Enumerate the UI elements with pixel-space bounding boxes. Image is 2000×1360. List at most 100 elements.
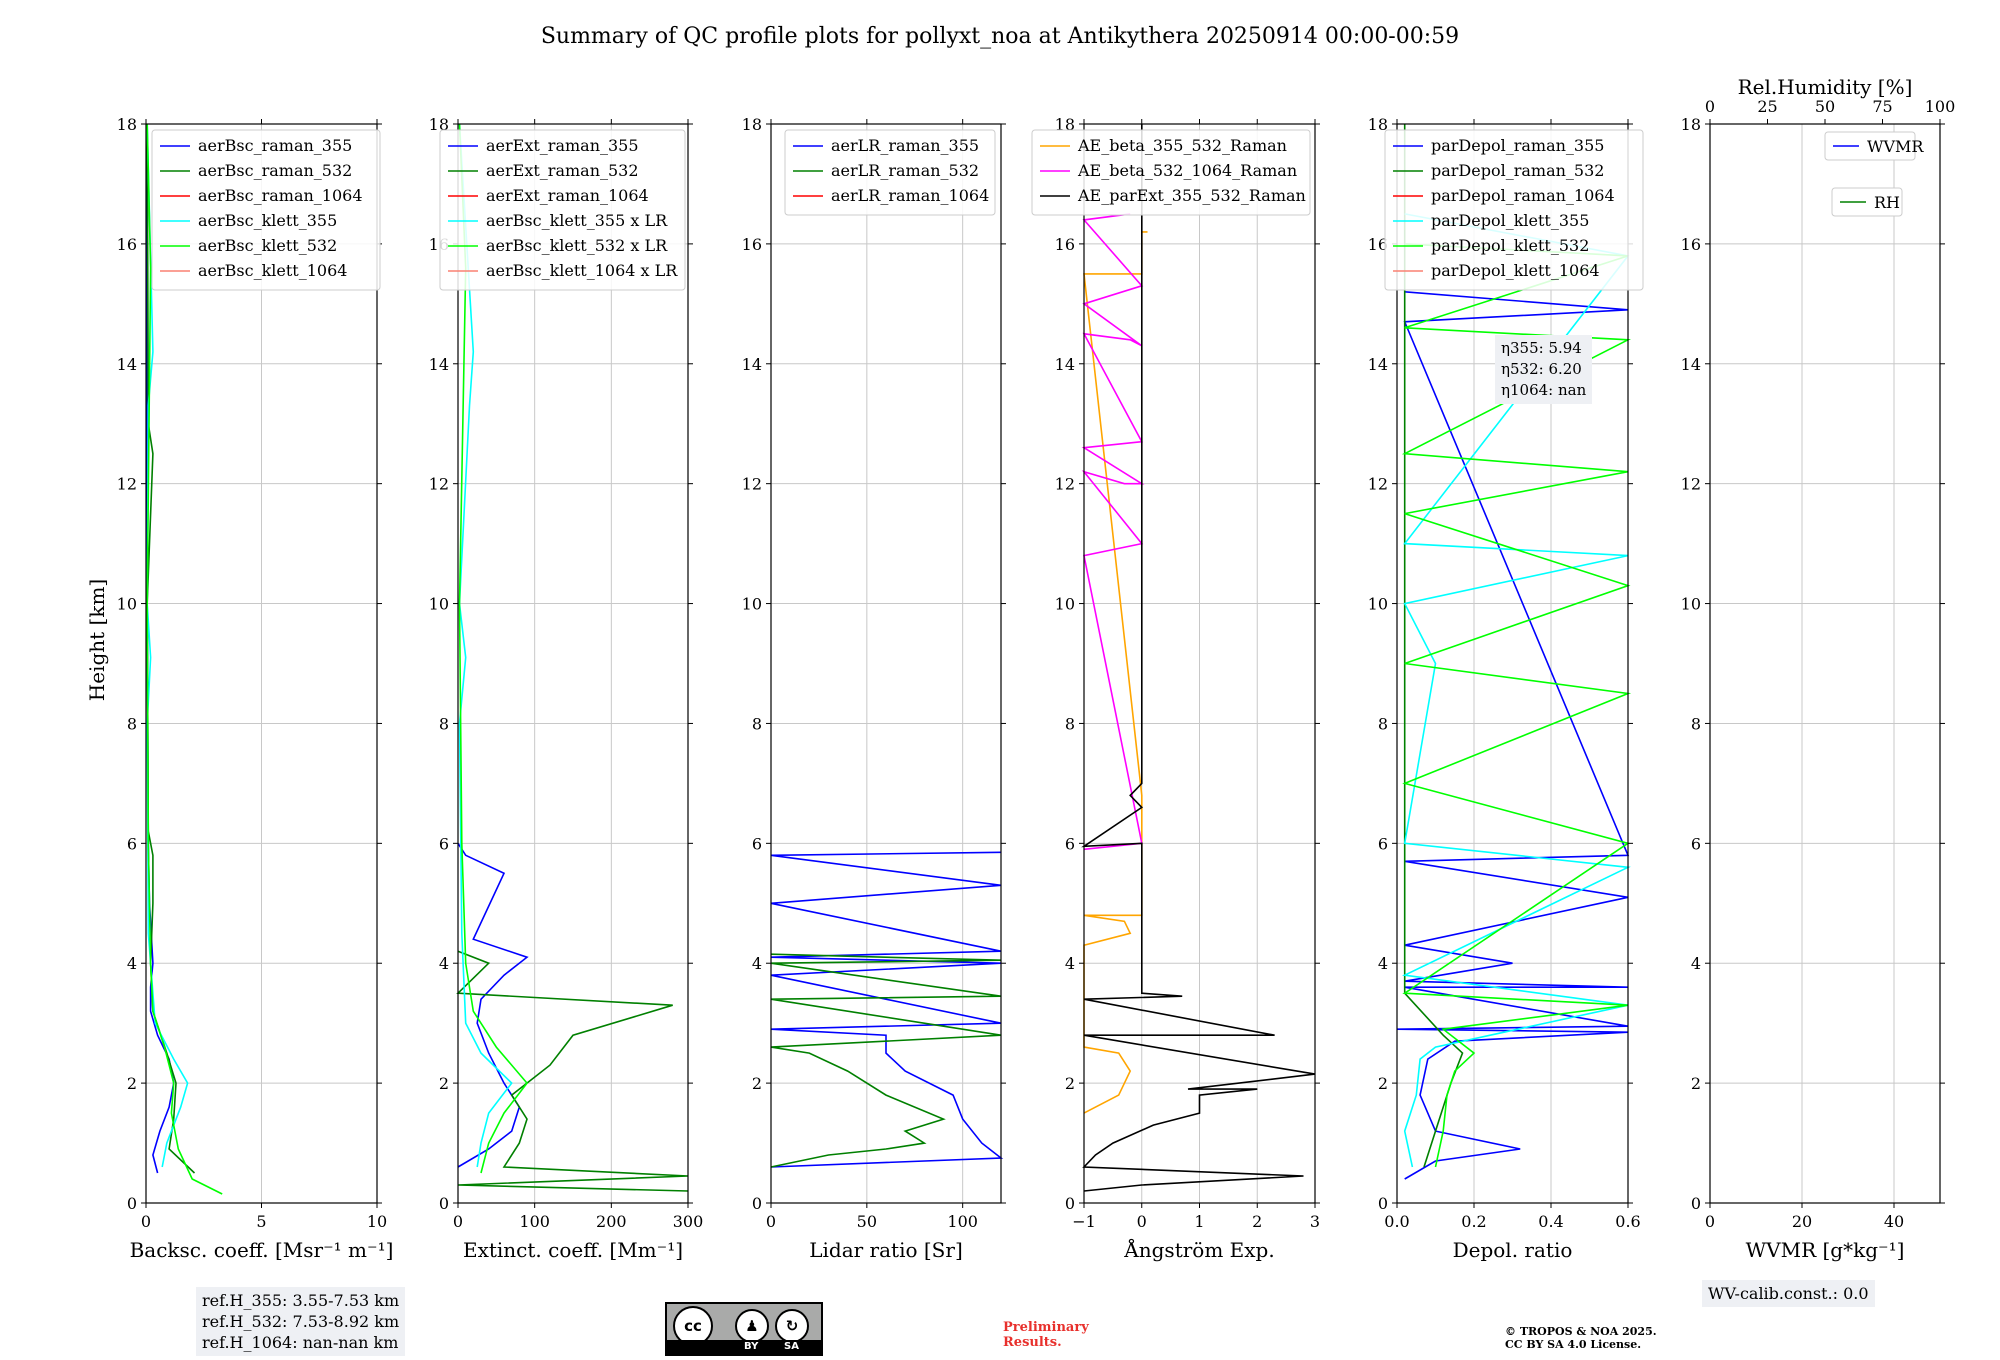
y-tick-label: 10	[1681, 595, 1701, 614]
y-tick-label: 12	[429, 475, 449, 494]
y-tick-label: 4	[127, 954, 137, 973]
legend-box	[1384, 129, 1644, 291]
y-tick-label: 0	[127, 1194, 137, 1213]
x-tick-label: 1	[1194, 1212, 1204, 1231]
y-tick-label: 10	[429, 595, 449, 614]
legend-label: aerExt_raman_355	[486, 136, 639, 155]
eta-box: η355: 5.94 η532: 6.20 η1064: nan	[1495, 335, 1593, 404]
y-tick-label: 8	[1378, 714, 1388, 733]
legend-label: aerBsc_raman_1064	[198, 186, 363, 205]
y-tick-label: 4	[1378, 954, 1388, 973]
ref-height-1064: ref.H_1064: nan-nan km	[202, 1333, 399, 1352]
x-axis-label: Lidar ratio [Sr]	[809, 1238, 963, 1262]
y-tick-label: 12	[742, 475, 762, 494]
x-tick-label: 0.6	[1615, 1212, 1640, 1231]
y-tick-label: 18	[429, 115, 449, 134]
x-tick-label: 200	[596, 1212, 627, 1231]
y-tick-label: 10	[1055, 595, 1075, 614]
x-tick-label: 50	[857, 1212, 877, 1231]
panel-wvmr: 0 20 40 0 2 4 6 8 10 12 14 16 18 WVMR [g*kg⁻¹] 0 25 50 75…	[1681, 75, 1956, 1262]
top-x-tick-label: 25	[1757, 97, 1777, 116]
y-tick-label: 16	[117, 235, 137, 254]
axes-frame	[1709, 123, 1941, 1204]
y-tick-label: 14	[429, 355, 449, 374]
top-x-tick-label: 75	[1872, 97, 1892, 116]
y-tick-label: 18	[1368, 115, 1388, 134]
x-tick-label: −1	[1072, 1212, 1096, 1231]
copyright-note: © TROPOS & NOA 2025. CC BY SA 4.0 Licens…	[1505, 1325, 1657, 1351]
eta-355: η355: 5.94	[1501, 339, 1582, 357]
legend-box	[784, 129, 996, 216]
legend-label: AE_parExt_355_532_Raman	[1077, 186, 1306, 205]
y-tick-label: 10	[742, 595, 762, 614]
series-aerBsc_klett_532	[146, 123, 223, 1195]
x-axis-label: WVMR [g*kg⁻¹]	[1746, 1238, 1905, 1262]
wv-calib-box: WV-calib.const.: 0.0	[1702, 1280, 1875, 1307]
legend-box	[439, 129, 686, 291]
x-tick-label: 0.0	[1384, 1212, 1409, 1231]
legend-label: aerLR_raman_532	[831, 161, 979, 180]
y-tick-label: 18	[1055, 115, 1075, 134]
legend-label: aerBsc_klett_355	[198, 211, 337, 230]
legend-label: aerBsc_klett_355 x LR	[486, 211, 668, 230]
copyright-line-1: © TROPOS & NOA 2025.	[1505, 1325, 1657, 1338]
legend-label: aerBsc_klett_1064 x LR	[486, 261, 678, 280]
x-tick-label: 3	[1310, 1212, 1320, 1231]
legend-label: aerLR_raman_355	[831, 136, 979, 155]
legend-label: AE_beta_532_1064_Raman	[1077, 161, 1297, 180]
series-parDepol_raman_355	[1396, 291, 1630, 1180]
y-tick-label: 6	[1065, 834, 1075, 853]
y-tick-label: 0	[1378, 1194, 1388, 1213]
y-tick-label: 4	[1065, 954, 1075, 973]
y-tick-label: 2	[1691, 1074, 1701, 1093]
top-x-tick-label: 0	[1705, 97, 1715, 116]
y-tick-label: 6	[752, 834, 762, 853]
legend-label: RH	[1874, 193, 1900, 212]
y-tick-label: 0	[439, 1194, 449, 1213]
y-tick-label: 8	[439, 714, 449, 733]
y-axis-label: Height [km]	[85, 579, 109, 701]
ref-heights-box: ref.H_355: 3.55-7.53 km ref.H_532: 7.53-…	[196, 1287, 406, 1356]
x-tick-label: 20	[1792, 1212, 1812, 1231]
legend-box	[1824, 131, 1916, 161]
legend-label: parDepol_klett_1064	[1431, 261, 1600, 280]
y-tick-label: 8	[1065, 714, 1075, 733]
y-tick-label: 0	[1691, 1194, 1701, 1213]
preliminary-line-2: Results.	[1003, 1335, 1062, 1350]
x-tick-label: 100	[519, 1212, 550, 1231]
x-tick-label: 0	[453, 1212, 463, 1231]
y-tick-label: 4	[439, 954, 449, 973]
series-aerBsc_klett_532 x LR	[458, 123, 529, 1174]
series-aerBsc_klett_355	[146, 123, 189, 1168]
eta-532: η532: 6.20	[1501, 360, 1582, 378]
y-tick-label: 2	[1378, 1074, 1388, 1093]
legend-label: WVMR	[1867, 137, 1924, 156]
eta-1064: η1064: nan	[1501, 381, 1587, 399]
y-tick-label: 6	[1691, 834, 1701, 853]
y-tick-label: 18	[117, 115, 137, 134]
y-tick-label: 16	[742, 235, 762, 254]
x-tick-label: 5	[256, 1212, 266, 1231]
series-aerBsc_raman_532	[146, 123, 196, 1174]
x-tick-label: 2	[1252, 1212, 1262, 1231]
y-tick-label: 18	[742, 115, 762, 134]
y-tick-label: 6	[127, 834, 137, 853]
legend-label: parDepol_klett_532	[1431, 236, 1589, 255]
cc-by-label: BY	[744, 1341, 759, 1352]
ref-height-532: ref.H_532: 7.53-8.92 km	[202, 1312, 400, 1331]
panel-depolarization: 0.0 0.2 0.4 0.6 0 2 4 6 8 10 12 14 16 18 Depol. ratio p…	[1368, 115, 1644, 1262]
legend-label: parDepol_raman_532	[1431, 161, 1604, 180]
legend-label: parDepol_klett_355	[1431, 211, 1589, 230]
y-tick-label: 16	[1055, 235, 1075, 254]
x-tick-label: 40	[1884, 1212, 1904, 1231]
ref-height-355: ref.H_355: 3.55-7.53 km	[202, 1291, 400, 1310]
y-tick-label: 12	[1055, 475, 1075, 494]
legend-box	[1831, 187, 1903, 217]
y-tick-label: 10	[1368, 595, 1388, 614]
x-tick-label: 0	[1137, 1212, 1147, 1231]
share-alike-icon: ↻	[775, 1309, 809, 1343]
x-tick-label: 0	[141, 1212, 151, 1231]
preliminary-note: Preliminary Results.	[1003, 1320, 1089, 1350]
